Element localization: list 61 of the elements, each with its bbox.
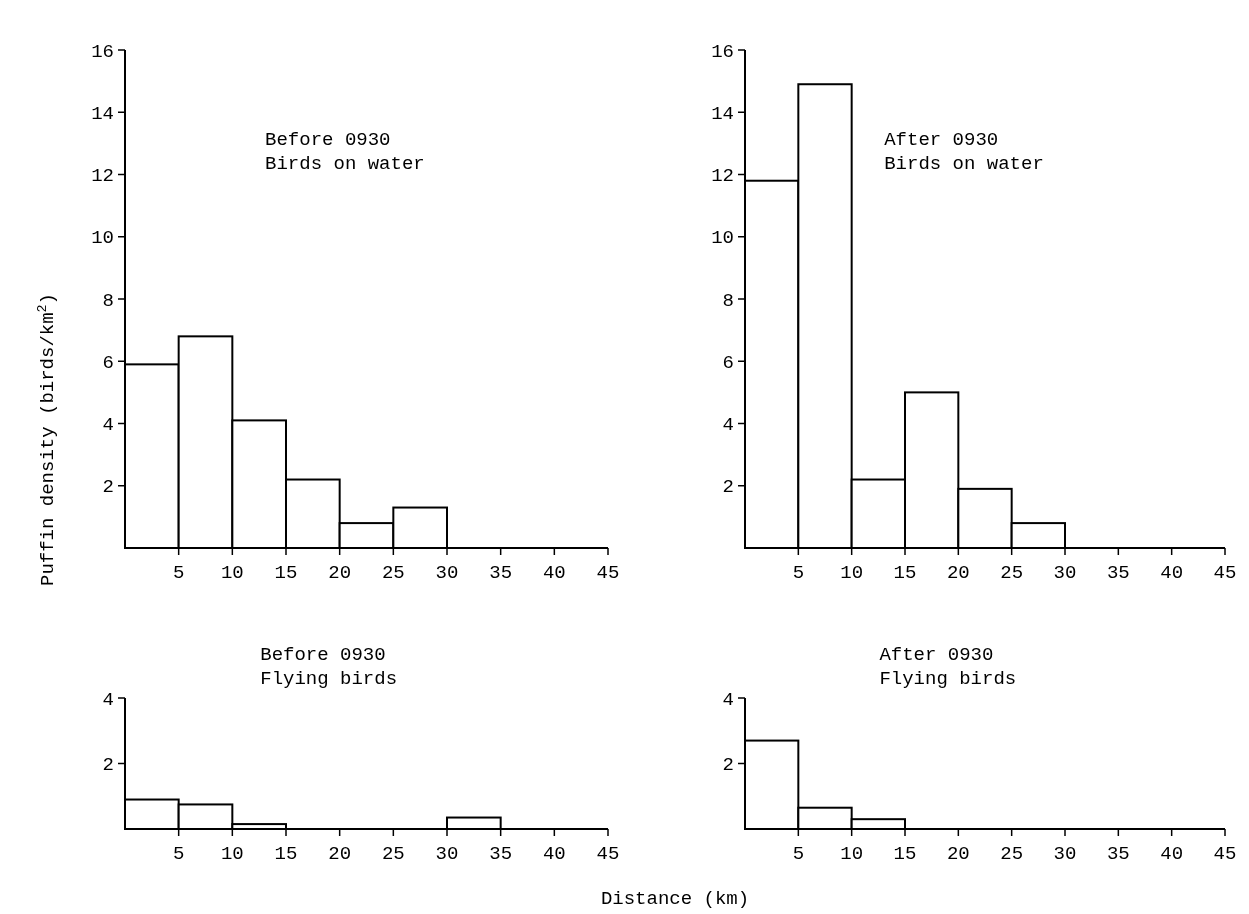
x-tick-label: 25 — [1000, 562, 1024, 584]
x-tick-label: 25 — [381, 843, 405, 865]
y-tick-label: 4 — [722, 688, 734, 711]
x-tick-label: 10 — [220, 562, 244, 584]
x-tick-label: 20 — [328, 843, 352, 865]
x-tick-label: 25 — [1000, 843, 1024, 865]
y-tick-label: 16 — [91, 40, 114, 63]
y-tick-label: 8 — [102, 289, 114, 312]
x-tick-label: 40 — [1160, 843, 1184, 865]
y-tick-label: 2 — [722, 476, 734, 499]
x-tick-label: 20 — [946, 562, 970, 584]
x-tick-label: 30 — [1053, 562, 1077, 584]
y-tick-label: 2 — [102, 754, 114, 777]
x-tick-label: 15 — [274, 562, 298, 584]
y-tick-label: 14 — [711, 102, 734, 125]
chart-title: Before 0930 Flying birds — [260, 644, 398, 690]
x-tick-label: 40 — [542, 843, 566, 865]
y-tick-label: 6 — [722, 351, 734, 374]
y-tick-label: 12 — [91, 165, 114, 188]
x-tick-label: 20 — [946, 843, 970, 865]
x-tick-label: 45 — [1213, 843, 1237, 865]
y-tick-label: 10 — [91, 227, 114, 250]
x-tick-label: 35 — [1106, 562, 1130, 584]
x-tick-label: 30 — [435, 843, 459, 865]
x-tick-label: 15 — [274, 843, 298, 865]
x-tick-label: 5 — [172, 843, 185, 865]
y-tick-label: 14 — [91, 102, 114, 125]
y-tick-label: 16 — [711, 40, 734, 63]
x-tick-label: 5 — [792, 843, 805, 865]
x-tick-label: 5 — [172, 562, 185, 584]
x-tick-label: 30 — [435, 562, 459, 584]
y-tick-label: 4 — [722, 414, 734, 437]
y-tick-label: 6 — [102, 351, 114, 374]
y-tick-label: 12 — [711, 165, 734, 188]
x-tick-label: 15 — [893, 562, 917, 584]
x-tick-label: 45 — [596, 562, 620, 584]
x-tick-label: 40 — [1160, 562, 1184, 584]
y-tick-label: 4 — [102, 688, 114, 711]
x-tick-label: 45 — [596, 843, 620, 865]
x-tick-label: 10 — [840, 843, 864, 865]
x-tick-label: 35 — [489, 843, 513, 865]
x-tick-label: 30 — [1053, 843, 1077, 865]
x-tick-label: 10 — [840, 562, 864, 584]
x-tick-label: 35 — [1106, 843, 1130, 865]
text: Before 0930 Birds on water — [265, 129, 425, 175]
x-axis-title: Distance (km) — [600, 888, 750, 910]
chart-title: After 0930 Flying birds — [879, 644, 1017, 690]
x-tick-label: 10 — [220, 843, 244, 865]
x-tick-label: 35 — [489, 562, 513, 584]
y-tick-label: 10 — [711, 227, 734, 250]
x-tick-label: 15 — [893, 843, 917, 865]
x-tick-label: 40 — [542, 562, 566, 584]
x-tick-label: 20 — [328, 562, 352, 584]
y-tick-label: 8 — [722, 289, 734, 312]
y-tick-label: 2 — [102, 476, 114, 499]
x-tick-label: 25 — [381, 562, 405, 584]
y-tick-label: 4 — [102, 414, 114, 437]
x-tick-label: 45 — [1213, 562, 1237, 584]
text: After 0930 Birds on water — [884, 129, 1044, 175]
y-tick-label: 2 — [722, 754, 734, 777]
x-tick-label: 5 — [792, 562, 805, 584]
